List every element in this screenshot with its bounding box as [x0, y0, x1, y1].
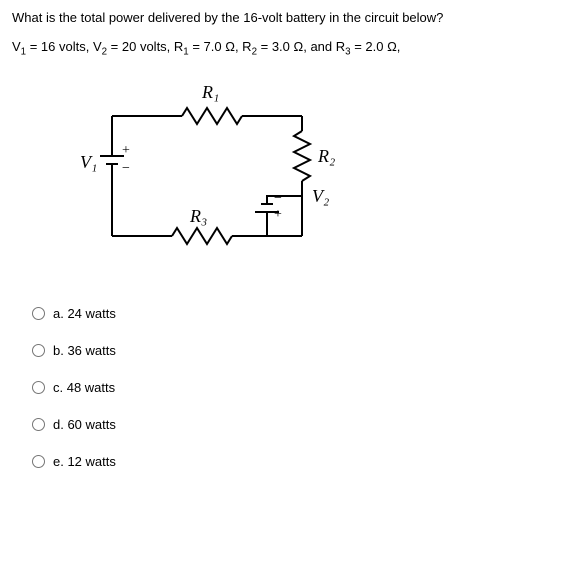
- option-e-radio[interactable]: [32, 455, 45, 468]
- option-e-label: e. 12 watts: [53, 454, 116, 469]
- option-d-radio[interactable]: [32, 418, 45, 431]
- option-a-label: a. 24 watts: [53, 306, 116, 321]
- svg-text:−: −: [122, 161, 130, 176]
- circuit-diagram: + − V₁ R₁ R₂: [62, 76, 362, 276]
- option-c[interactable]: c. 48 watts: [32, 380, 553, 395]
- option-c-radio[interactable]: [32, 381, 45, 394]
- option-b-label: b. 36 watts: [53, 343, 116, 358]
- option-a-radio[interactable]: [32, 307, 45, 320]
- answer-options: a. 24 watts b. 36 watts c. 48 watts d. 6…: [32, 306, 553, 469]
- svg-text:+: +: [122, 143, 130, 158]
- parameters-text: V1 = 16 volts, V2 = 20 volts, R1 = 7.0 Ω…: [12, 39, 553, 58]
- option-b[interactable]: b. 36 watts: [32, 343, 553, 358]
- option-b-radio[interactable]: [32, 344, 45, 357]
- option-d-label: d. 60 watts: [53, 417, 116, 432]
- svg-text:V₁: V₁: [80, 152, 97, 172]
- question-text: What is the total power delivered by the…: [12, 10, 553, 25]
- svg-text:V₂: V₂: [312, 186, 329, 206]
- svg-text:+: +: [274, 207, 282, 222]
- svg-text:−: −: [274, 191, 282, 206]
- option-e[interactable]: e. 12 watts: [32, 454, 553, 469]
- svg-text:R₂: R₂: [317, 146, 335, 166]
- option-d[interactable]: d. 60 watts: [32, 417, 553, 432]
- option-a[interactable]: a. 24 watts: [32, 306, 553, 321]
- circuit-diagram-container: + − V₁ R₁ R₂: [12, 76, 553, 276]
- option-c-label: c. 48 watts: [53, 380, 115, 395]
- svg-text:R₁: R₁: [201, 82, 219, 102]
- svg-text:R₃: R₃: [189, 206, 207, 226]
